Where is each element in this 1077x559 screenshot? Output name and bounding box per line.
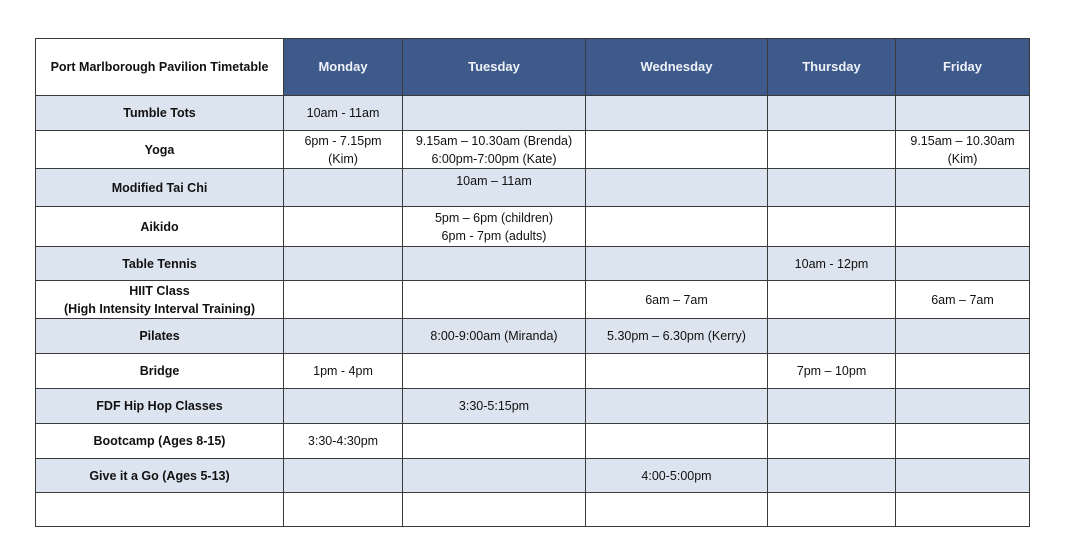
schedule-cell xyxy=(283,458,403,493)
schedule-cell: 1pm - 4pm xyxy=(283,353,403,389)
activity-name: Give it a Go (Ages 5-13) xyxy=(35,458,284,493)
schedule-cell xyxy=(767,492,896,527)
schedule-cell xyxy=(585,168,768,207)
table-row: Yoga 6pm - 7.15pm (Kim) 9.15am – 10.30am (… xyxy=(35,130,1030,169)
table-row: Tumble Tots 10am - 11am xyxy=(35,95,1030,131)
schedule-cell xyxy=(895,206,1030,247)
timetable-title: Port Marlborough Pavilion Timetable xyxy=(35,38,284,96)
schedule-cell xyxy=(585,206,768,247)
activity-name: Table Tennis xyxy=(35,246,284,281)
schedule-cell xyxy=(402,423,586,459)
schedule-cell xyxy=(402,95,586,131)
table-row: HIIT Class (High Intensity Interval Trai… xyxy=(35,280,1030,319)
schedule-cell xyxy=(283,492,403,527)
schedule-cell xyxy=(767,458,896,493)
schedule-cell xyxy=(895,458,1030,493)
schedule-cell xyxy=(283,318,403,354)
table-row xyxy=(35,492,1030,527)
activity-name: Bootcamp (Ages 8-15) xyxy=(35,423,284,459)
schedule-cell xyxy=(767,206,896,247)
activity-name: HIIT Class (High Intensity Interval Trai… xyxy=(35,280,284,319)
activity-name xyxy=(35,492,284,527)
day-header-wednesday: Wednesday xyxy=(585,38,768,96)
schedule-cell xyxy=(402,458,586,493)
schedule-cell xyxy=(895,492,1030,527)
schedule-cell xyxy=(767,130,896,169)
schedule-cell xyxy=(585,492,768,527)
table-row: Pilates 8:00-9:00am (Miranda) 5.30pm – 6.3… xyxy=(35,318,1030,354)
schedule-cell: 6am – 7am xyxy=(585,280,768,319)
schedule-cell: 4:00-5:00pm xyxy=(585,458,768,493)
table-row: Give it a Go (Ages 5-13) 4:00-5:00pm xyxy=(35,458,1030,493)
table-row: FDF Hip Hop Classes 3:30-5:15pm xyxy=(35,388,1030,424)
schedule-cell xyxy=(767,95,896,131)
schedule-cell xyxy=(402,492,586,527)
schedule-cell xyxy=(283,246,403,281)
day-header-thursday: Thursday xyxy=(767,38,896,96)
schedule-cell xyxy=(585,423,768,459)
schedule-cell: 10am - 12pm xyxy=(767,246,896,281)
table-row: Bootcamp (Ages 8-15) 3:30-4:30pm xyxy=(35,423,1030,459)
activity-name: Modified Tai Chi xyxy=(35,168,284,207)
schedule-cell xyxy=(283,388,403,424)
schedule-cell xyxy=(767,280,896,319)
schedule-cell xyxy=(895,95,1030,131)
table-row: Table Tennis 10am - 12pm xyxy=(35,246,1030,281)
activity-name: Pilates xyxy=(35,318,284,354)
schedule-cell xyxy=(585,246,768,281)
schedule-cell xyxy=(402,246,586,281)
schedule-cell xyxy=(767,318,896,354)
schedule-cell xyxy=(585,353,768,389)
schedule-cell: 5.30pm – 6.30pm (Kerry) xyxy=(585,318,768,354)
schedule-cell: 6am – 7am xyxy=(895,280,1030,319)
schedule-cell xyxy=(895,388,1030,424)
schedule-cell: 6pm - 7.15pm (Kim) xyxy=(283,130,403,169)
activity-name: Aikido xyxy=(35,206,284,247)
schedule-cell xyxy=(585,130,768,169)
schedule-cell: 9.15am – 10.30am (Brenda) 6:00pm-7:00pm … xyxy=(402,130,586,169)
activity-name: Bridge xyxy=(35,353,284,389)
schedule-cell xyxy=(767,168,896,207)
schedule-cell xyxy=(895,246,1030,281)
schedule-cell xyxy=(767,388,896,424)
schedule-cell xyxy=(895,318,1030,354)
activity-name: Tumble Tots xyxy=(35,95,284,131)
schedule-cell xyxy=(402,280,586,319)
schedule-cell: 3:30-4:30pm xyxy=(283,423,403,459)
schedule-cell xyxy=(283,206,403,247)
schedule-cell: 5pm – 6pm (children) 6pm - 7pm (adults) xyxy=(402,206,586,247)
day-header-tuesday: Tuesday xyxy=(402,38,586,96)
schedule-cell: 3:30-5:15pm xyxy=(402,388,586,424)
activity-name: Yoga xyxy=(35,130,284,169)
day-header-monday: Monday xyxy=(283,38,403,96)
day-header-friday: Friday xyxy=(895,38,1030,96)
schedule-cell xyxy=(283,168,403,207)
schedule-cell: 10am - 11am xyxy=(283,95,403,131)
schedule-cell: 8:00-9:00am (Miranda) xyxy=(402,318,586,354)
schedule-cell xyxy=(895,168,1030,207)
schedule-cell xyxy=(585,95,768,131)
schedule-cell: 10am – 11am xyxy=(402,168,586,207)
timetable: Port Marlborough Pavilion Timetable Mond… xyxy=(35,38,1030,527)
schedule-cell: 9.15am – 10.30am (Kim) xyxy=(895,130,1030,169)
schedule-cell xyxy=(585,388,768,424)
schedule-cell: 7pm – 10pm xyxy=(767,353,896,389)
schedule-cell xyxy=(895,353,1030,389)
table-row: Aikido 5pm – 6pm (children) 6pm - 7pm (ad… xyxy=(35,206,1030,247)
header-row: Port Marlborough Pavilion Timetable Mond… xyxy=(35,38,1030,96)
table-row: Modified Tai Chi 10am – 11am xyxy=(35,168,1030,207)
schedule-cell xyxy=(767,423,896,459)
table-row: Bridge 1pm - 4pm 7pm – 10pm xyxy=(35,353,1030,389)
activity-name: FDF Hip Hop Classes xyxy=(35,388,284,424)
schedule-cell xyxy=(895,423,1030,459)
schedule-cell xyxy=(402,353,586,389)
schedule-cell xyxy=(283,280,403,319)
